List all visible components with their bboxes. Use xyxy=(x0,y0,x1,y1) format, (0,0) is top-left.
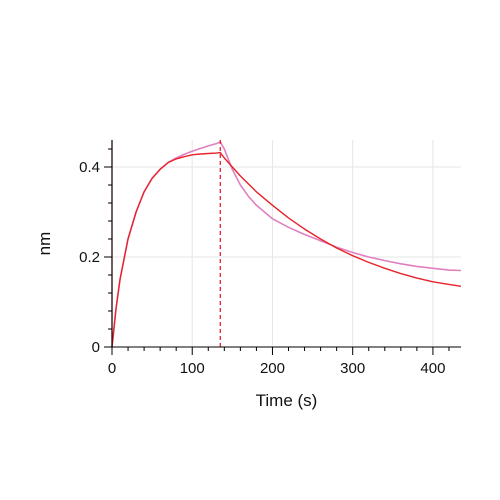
y-tick-label: 0.4 xyxy=(79,159,100,176)
fitted-curve xyxy=(111,151,462,348)
x-tick-label: 100 xyxy=(180,360,205,377)
axes: 0 100 200 300 400 0 0.2 0.4 xyxy=(79,140,461,377)
measured-curve xyxy=(111,141,462,348)
y-tick-label: 0.2 xyxy=(79,249,100,266)
time-markers xyxy=(111,140,221,347)
grid-lines xyxy=(112,140,461,347)
series-lines xyxy=(111,141,462,348)
x-tick-label: 0 xyxy=(108,360,116,377)
x-tick-label: 300 xyxy=(340,360,365,377)
x-tick-label: 200 xyxy=(260,360,285,377)
y-axis-title: nm xyxy=(35,232,54,256)
x-tick-label: 400 xyxy=(420,360,445,377)
x-axis-title: Time (s) xyxy=(256,391,318,410)
y-tick-label: 0 xyxy=(92,339,100,356)
